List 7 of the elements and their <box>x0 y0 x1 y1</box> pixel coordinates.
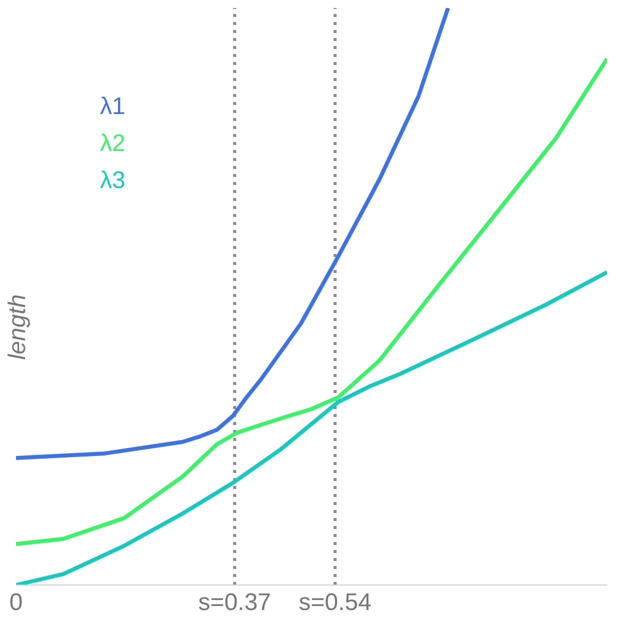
y-axis-title: length <box>4 293 32 362</box>
x-tick-label: 0 <box>9 589 23 616</box>
x-tick-label: s=0.54 <box>298 589 372 616</box>
text: λ3 <box>100 166 126 196</box>
text: λ1 <box>100 92 126 122</box>
text: λ2 <box>100 129 126 159</box>
x-tick-label: s=0.37 <box>198 589 272 616</box>
